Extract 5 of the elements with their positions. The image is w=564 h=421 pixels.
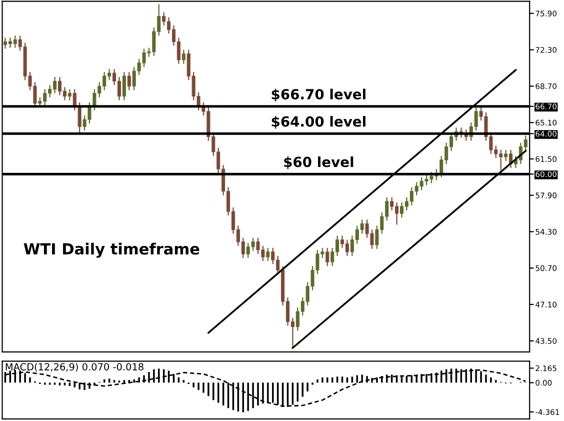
chart-title: MACD(12,26,9) 0.070 -0.018 — [6, 362, 144, 372]
ref-line-label: $66.70 level — [272, 88, 366, 102]
ref-line-label: $60 level — [284, 156, 354, 170]
annotation: WTI Daily timeframe — [24, 242, 200, 258]
ref-line-label: $64.00 level — [272, 116, 366, 129]
